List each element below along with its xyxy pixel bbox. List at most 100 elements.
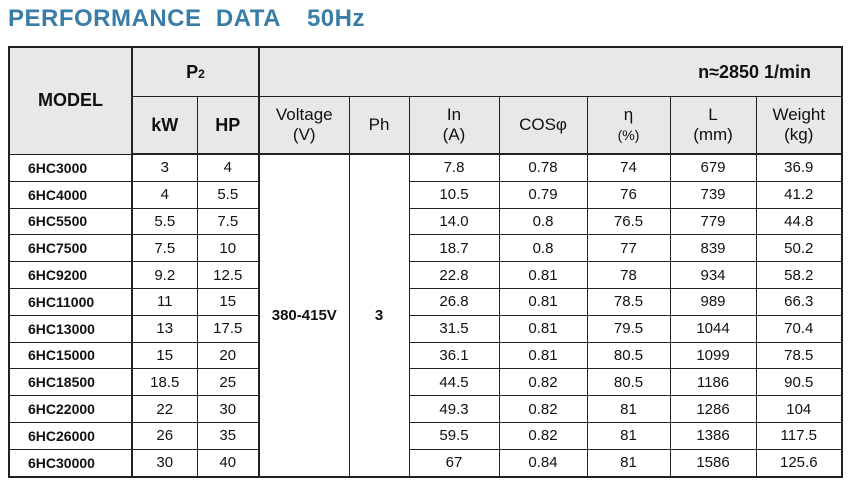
weight-cell: 41.2 [755,180,843,209]
model-cell: 6HC22000 [8,395,133,423]
cos-cell: 0.81 [498,314,588,343]
cos-cell: 0.79 [498,180,588,209]
voltage-label: Voltage [275,105,333,124]
in-label: In [446,105,462,124]
eta-cell: 79.5 [586,314,671,343]
kw-cell: 15 [131,341,198,370]
l-cell: 1186 [669,368,757,397]
in-cell: 26.8 [408,287,500,316]
l-cell: 1099 [669,341,757,370]
in-cell: 14.0 [408,207,500,236]
eta-cell: 81 [586,395,671,423]
cos-cell: 0.82 [498,395,588,423]
l-cell: 1044 [669,314,757,343]
kw-cell: 26 [131,421,198,450]
kw-cell: 22 [131,395,198,423]
eta-cell: 80.5 [586,341,671,370]
cos-cell: 0.8 [498,234,588,263]
table-row: 6HC30000 30 40 67 0.84 81 1586 125.6 [8,448,843,478]
model-cell: 6HC7500 [8,234,133,263]
hp-cell: 30 [196,395,261,423]
l-cell: 1286 [669,395,757,423]
weight-cell: 66.3 [755,287,843,316]
weight-cell: 36.9 [755,153,843,182]
ph-header: Ph [348,96,410,155]
weight-cell: 125.6 [755,448,843,478]
hp-cell: 35 [196,421,261,450]
weight-cell: 78.5 [755,341,843,370]
p2-label: P [186,61,199,82]
table-row: 6HC11000 11 15 26.8 0.81 78.5 989 66.3 [8,287,843,316]
table-row: 6HC18500 18.5 25 44.5 0.82 80.5 1186 90.5 [8,368,843,397]
weight-cell: 50.2 [755,234,843,263]
cos-cell: 0.82 [498,421,588,450]
hp-cell: 15 [196,287,261,316]
in-cell: 49.3 [408,395,500,423]
hp-cell: 17.5 [196,314,261,343]
model-cell: 6HC15000 [8,341,133,370]
table-row: 6HC15000 15 20 36.1 0.81 80.5 1099 78.5 [8,341,843,370]
kw-header: kW [131,96,198,155]
cos-cell: 0.78 [498,153,588,182]
l-label: L [708,105,718,124]
in-cell: 67 [408,448,500,478]
performance-table: MODEL P2 n≈2850 1/min kW HP Voltage (V) P… [8,46,844,478]
model-cell: 6HC5500 [8,207,133,236]
table-body: 6HC3000 3 4 380-415V 3 7.8 0.78 74 679 36.9 6HC400… [8,153,843,478]
eta-cell: 76.5 [586,207,671,236]
page-title: PERFORMANCE DATA 50Hz [8,4,365,34]
hp-cell: 5.5 [196,180,261,209]
eta-label: η [623,105,634,124]
kw-cell: 13 [131,314,198,343]
l-cell: 739 [669,180,757,209]
model-cell: 6HC26000 [8,421,133,450]
l-cell: 1586 [669,448,757,478]
eta-cell: 78 [586,261,671,289]
hp-cell: 10 [196,234,261,263]
weight-cell: 117.5 [755,421,843,450]
model-cell: 6HC18500 [8,368,133,397]
in-unit: (A) [442,125,466,144]
eta-unit: (%) [617,127,640,143]
kw-cell: 7.5 [131,234,198,263]
eta-header: η (%) [586,96,671,155]
hp-cell: 20 [196,341,261,370]
hp-header: HP [196,96,261,155]
l-cell: 779 [669,207,757,236]
voltage-unit: (V) [292,125,316,144]
model-cell: 6HC30000 [8,448,133,478]
cos-cell: 0.81 [498,261,588,289]
eta-cell: 74 [586,153,671,182]
table-row: 6HC26000 26 35 59.5 0.82 81 1386 117.5 [8,421,843,450]
table-row: 6HC22000 22 30 49.3 0.82 81 1286 104 [8,395,843,423]
l-header: L (mm) [669,96,757,155]
l-cell: 839 [669,234,757,263]
weight-cell: 90.5 [755,368,843,397]
hp-cell: 4 [196,153,261,182]
kw-cell: 11 [131,287,198,316]
kw-cell: 3 [131,153,198,182]
voltage-header: Voltage (V) [258,96,350,155]
kw-cell: 18.5 [131,368,198,397]
in-cell: 22.8 [408,261,500,289]
in-cell: 31.5 [408,314,500,343]
p2-header: P2 [131,46,261,97]
kw-cell: 5.5 [131,207,198,236]
l-unit: (mm) [693,125,733,144]
weight-cell: 44.8 [755,207,843,236]
cos-cell: 0.81 [498,341,588,370]
l-cell: 989 [669,287,757,316]
voltage-cell: 380-415V [258,153,350,478]
in-cell: 36.1 [408,341,500,370]
in-cell: 44.5 [408,368,500,397]
cos-cell: 0.82 [498,368,588,397]
header-row-1: MODEL P2 n≈2850 1/min [8,46,843,155]
eta-cell: 81 [586,448,671,478]
model-cell: 6HC3000 [8,153,133,182]
eta-cell: 80.5 [586,368,671,397]
table-row: 6HC4000 4 5.5 10.5 0.79 76 739 41.2 [8,180,843,209]
kw-cell: 4 [131,180,198,209]
speed-header: n≈2850 1/min [258,46,843,97]
l-cell: 1386 [669,421,757,450]
model-cell: 6HC9200 [8,261,133,289]
